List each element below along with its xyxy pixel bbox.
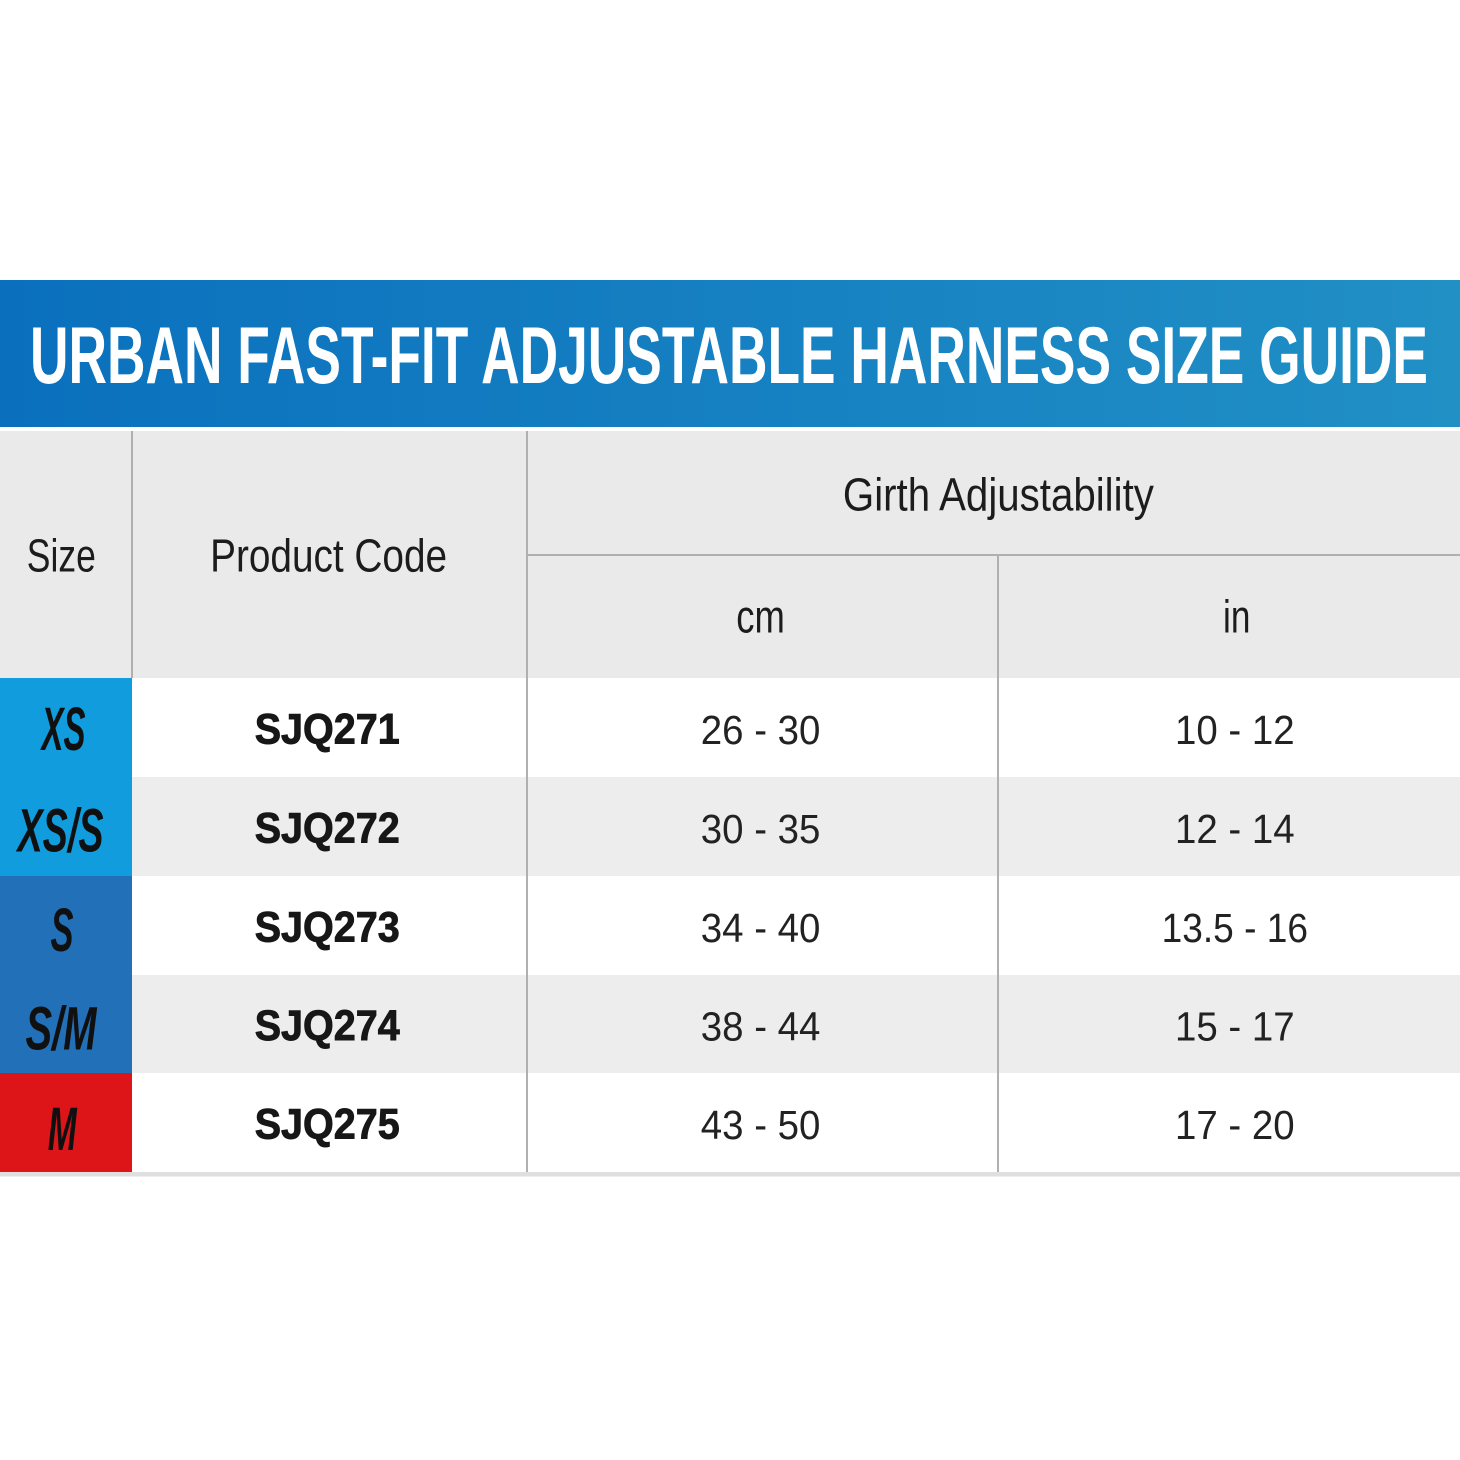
svg-text:URBAN FAST-FIT ADJUSTABLE HARN: URBAN FAST-FIT ADJUSTABLE HARNESS SIZE G… <box>30 311 1428 401</box>
svg-text:S: S <box>51 896 74 964</box>
svg-text:SJQ275: SJQ275 <box>255 1101 400 1149</box>
svg-text:13.5 - 16: 13.5 - 16 <box>1162 905 1308 951</box>
svg-text:43 - 50: 43 - 50 <box>701 1102 821 1148</box>
svg-text:SJQ272: SJQ272 <box>255 805 400 853</box>
svg-text:38 - 44: 38 - 44 <box>701 1004 821 1050</box>
svg-text:S/M: S/M <box>26 995 98 1063</box>
svg-text:10 - 12: 10 - 12 <box>1175 707 1295 753</box>
svg-text:Product Code: Product Code <box>210 529 447 581</box>
svg-text:XS/S: XS/S <box>16 796 104 864</box>
svg-text:SJQ271: SJQ271 <box>255 706 400 754</box>
svg-text:in: in <box>1223 591 1250 643</box>
svg-text:26 - 30: 26 - 30 <box>701 707 821 753</box>
svg-text:Girth Adjustability: Girth Adjustability <box>843 468 1154 520</box>
svg-text:34 - 40: 34 - 40 <box>701 905 821 951</box>
svg-text:XS: XS <box>40 695 86 763</box>
svg-text:cm: cm <box>736 591 785 643</box>
svg-text:Size: Size <box>27 529 96 581</box>
svg-text:SJQ274: SJQ274 <box>255 1002 400 1050</box>
svg-text:12 - 14: 12 - 14 <box>1175 806 1295 852</box>
svg-text:17 - 20: 17 - 20 <box>1175 1102 1295 1148</box>
svg-text:15 - 17: 15 - 17 <box>1175 1004 1295 1050</box>
svg-text:30 - 35: 30 - 35 <box>701 806 821 852</box>
svg-text:M: M <box>48 1095 78 1163</box>
svg-text:SJQ273: SJQ273 <box>255 904 400 952</box>
